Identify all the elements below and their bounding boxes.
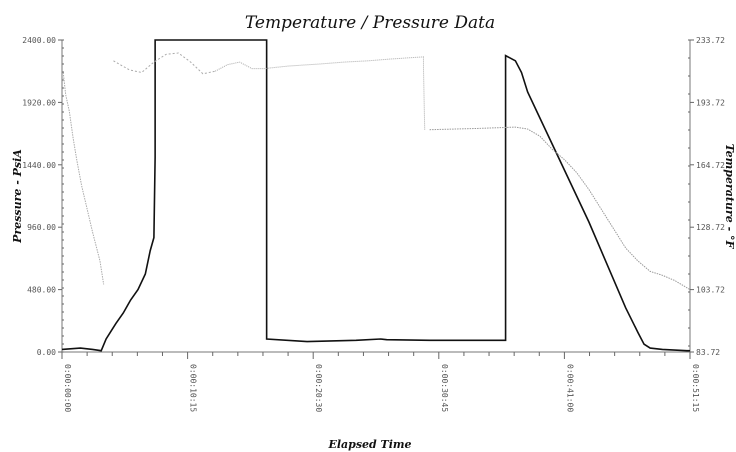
- y2-axis-label: Temperature - °F: [723, 144, 736, 250]
- chart-title: Temperature / Pressure Data: [245, 13, 495, 33]
- x-tick-label: 0:00:41:00: [565, 364, 574, 412]
- x-tick-label: 0:00:00:00: [63, 364, 72, 412]
- x-tick-label: 0:00:30:45: [440, 364, 449, 412]
- series-line-2-b: [214, 56, 426, 130]
- y-ticks: 0.00 480.00 960.00 1440.00 1920.00 2400.00: [22, 36, 64, 357]
- x-ticks: 0:00:00:00 0:00:10:15 0:00:20:30 0:00:30:45…: [61, 352, 700, 412]
- x-tick-label: 0:00:51:15: [691, 364, 700, 412]
- y-axis-label: Pressure - PsiA: [11, 149, 24, 244]
- y2-tick-label: 128.72: [696, 223, 725, 232]
- series-line-3: [429, 126, 691, 291]
- y2-tick-label: 83.72: [696, 348, 720, 357]
- series-layer: [61, 39, 691, 352]
- y2-tick-label: 103.72: [696, 286, 725, 295]
- y2-tick-label: 193.72: [696, 98, 725, 107]
- y-tick-label: 1440.00: [22, 161, 56, 170]
- y2-ticks: 83.72 103.72 128.72 164.72 193.72 233.72: [688, 36, 725, 357]
- y-tick-label: 2400.00: [22, 36, 56, 45]
- x-tick-label: 0:00:20:30: [314, 364, 323, 412]
- y-tick-label: 480.00: [27, 286, 56, 295]
- y-tick-label: 0.00: [37, 348, 56, 357]
- series-line-1: [62, 72, 105, 285]
- x-tick-label: 0:00:10:15: [189, 364, 198, 412]
- x-axis-label: Elapsed Time: [327, 438, 411, 451]
- y2-tick-label: 233.72: [696, 36, 725, 45]
- series-line-2: [113, 52, 216, 75]
- y-tick-label: 1920.00: [22, 98, 56, 107]
- y2-tick-label: 164.72: [696, 161, 725, 170]
- series-line-0: [61, 39, 690, 352]
- y-tick-label: 960.00: [27, 223, 56, 232]
